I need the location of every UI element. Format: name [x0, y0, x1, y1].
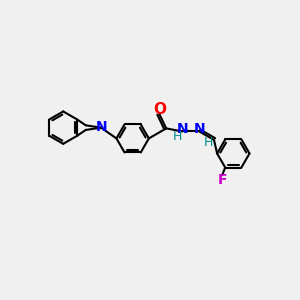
Text: H: H — [173, 130, 182, 143]
Text: N: N — [194, 122, 206, 136]
Text: F: F — [218, 173, 227, 187]
Text: N: N — [177, 122, 188, 136]
Text: N: N — [96, 120, 107, 134]
Text: H: H — [204, 136, 213, 149]
Text: O: O — [153, 102, 166, 117]
